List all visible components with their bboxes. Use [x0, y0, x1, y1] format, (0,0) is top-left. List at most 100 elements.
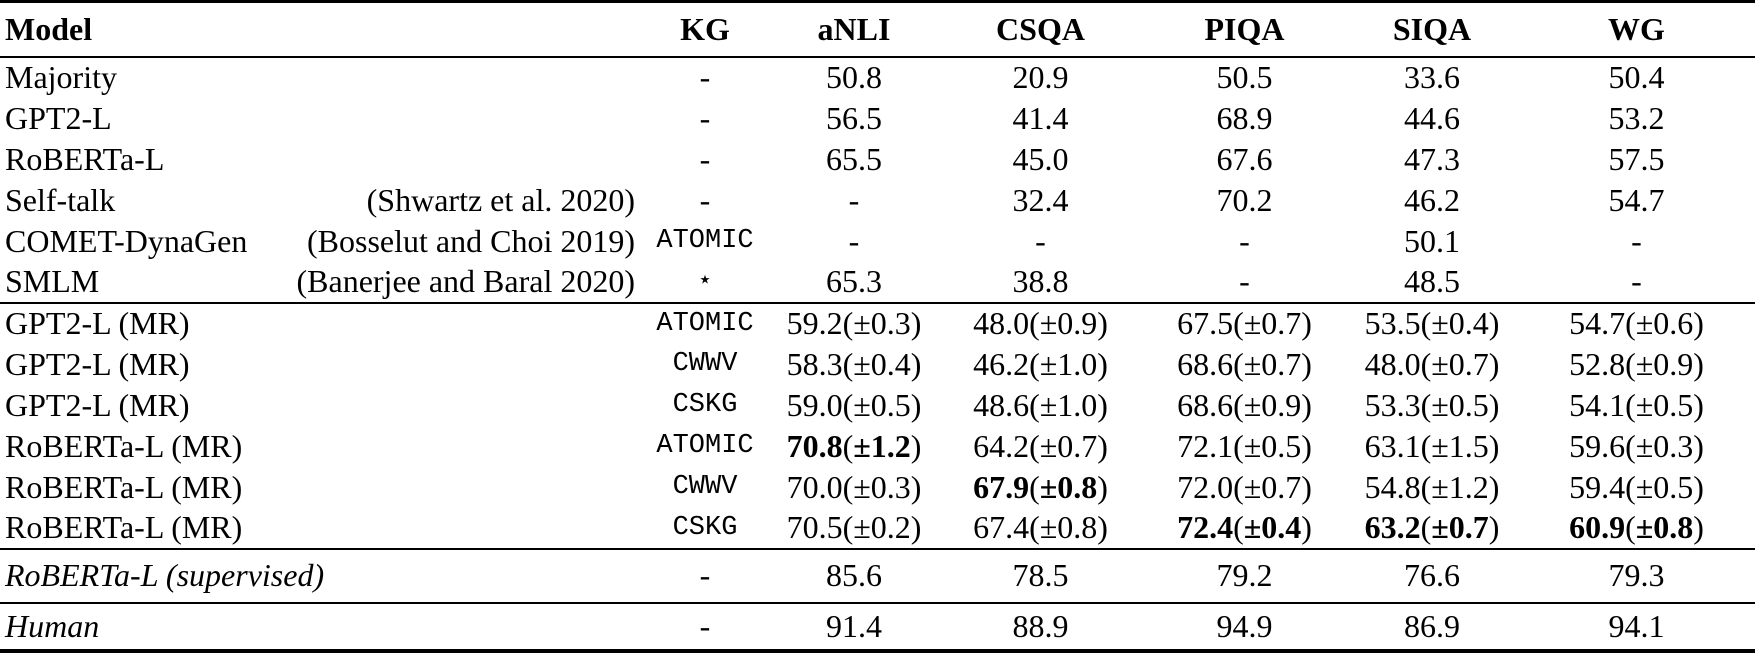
- model-wrap: SMLM (Banerjee and Baral 2020): [5, 263, 635, 300]
- score-value: 72.0: [1177, 468, 1234, 505]
- score-cell: 41.4: [1012, 99, 1069, 136]
- score-cell: 64.2(±0.7): [973, 427, 1108, 464]
- score-std: ±1.0: [1039, 386, 1098, 423]
- table-row: RoBERTa-L (MR) CWWV 70.0(±0.3) 67.9(±0.8) 72…: [0, 467, 1755, 508]
- score-cell: 59.2(±0.3): [770, 301, 938, 344]
- score-std: ±0.5: [1635, 468, 1694, 505]
- col-header-anli: aNLI: [770, 1, 938, 58]
- score-std: ±0.7: [1243, 345, 1302, 382]
- score-value: 68.6: [1177, 345, 1234, 382]
- score-cell: 67.9(±0.8): [973, 468, 1108, 505]
- model-wrap: GPT2-L (MR): [5, 387, 635, 424]
- score-cell: -: [848, 181, 860, 218]
- score-cell: 48.6(±1.0): [973, 386, 1108, 423]
- kg-cell: CWWV: [672, 349, 738, 379]
- table-row: GPT2-L - 56.5 41.4 68.9 44.6 53.2: [0, 98, 1755, 139]
- score-std: ±0.5: [1431, 386, 1489, 423]
- kg-cell: ⋆: [696, 268, 714, 298]
- model-name: Self-talk: [5, 181, 116, 218]
- score-std: ±0.6: [1635, 305, 1694, 341]
- col-header-wg: WG: [1518, 1, 1755, 58]
- score-cell: 50.1: [1404, 222, 1460, 259]
- score-cell: 63.1(±1.5): [1364, 427, 1500, 464]
- model-wrap: GPT2-L: [5, 100, 635, 137]
- table-row: Majority -50.8 20.9 50.5 33.6 50.4: [0, 55, 1755, 98]
- table-row: Human -91.4 88.9 94.9 86.9 94.1: [0, 601, 1755, 651]
- score-cell: -: [1631, 263, 1642, 299]
- kg-cell: ATOMIC: [656, 431, 754, 461]
- score-cell: 20.9: [938, 55, 1143, 98]
- table-row: RoBERTa-L (supervised) -85.6 78.5 79.2 76.6 7…: [0, 547, 1755, 603]
- table-row: COMET-DynaGen (Bosselut and Choi 2019) ATO…: [0, 221, 1755, 262]
- score-value: 72.4: [1177, 509, 1234, 545]
- score-std: ±0.7: [1431, 345, 1489, 382]
- score-cell: 50.5: [1143, 55, 1346, 98]
- model-name: GPT2-L (MR): [5, 345, 190, 382]
- kg-cell: -: [640, 55, 770, 98]
- score-value: 58.3: [786, 345, 843, 382]
- score-cell: 91.4: [770, 601, 938, 651]
- score-cell: 79.3: [1518, 547, 1755, 603]
- score-value: 63.1: [1364, 427, 1421, 464]
- model-wrap: COMET-DynaGen (Bosselut and Choi 2019): [5, 223, 635, 260]
- score-cell: 46.2: [1404, 181, 1460, 218]
- table-row: Self-talk (Shwartz et al. 2020) - - 32.4 70.2…: [0, 180, 1755, 221]
- score-std: ±0.5: [1635, 386, 1694, 423]
- col-header-siqa: SIQA: [1346, 1, 1518, 58]
- score-cell: 47.3: [1404, 140, 1460, 177]
- kg-cell: CSKG: [672, 390, 738, 420]
- score-cell: -: [848, 222, 860, 259]
- score-cell: 48.5: [1404, 263, 1460, 299]
- score-cell: 60.9(±0.8): [1569, 509, 1704, 545]
- model-cell: RoBERTa-L: [0, 139, 640, 180]
- score-cell: 48.0(±0.9): [938, 301, 1143, 344]
- kg-cell: -: [640, 601, 770, 651]
- model-name: Human: [5, 607, 100, 644]
- score-cell: 54.7: [1608, 181, 1665, 218]
- model-wrap: RoBERTa-L (supervised): [5, 557, 635, 594]
- score-cell: 56.5: [826, 99, 882, 136]
- model-wrap: Human: [5, 608, 635, 645]
- model-cell: SMLM (Banerjee and Baral 2020): [0, 262, 640, 303]
- score-cell: 68.6(±0.9): [1177, 386, 1312, 423]
- score-cell: 88.9: [938, 601, 1143, 651]
- model-name: COMET-DynaGen: [5, 222, 248, 259]
- table-row: RoBERTa-L - 65.5 45.0 67.6 47.3 57.5: [0, 139, 1755, 180]
- score-cell: 78.5: [938, 547, 1143, 603]
- score-std: ±0.4: [853, 345, 911, 382]
- score-value: 53.3: [1364, 386, 1421, 423]
- score-cell: 52.8(±0.9): [1569, 345, 1704, 382]
- model-cell: Majority: [0, 55, 640, 98]
- col-header-kg: KG: [640, 1, 770, 58]
- col-header-piqa: PIQA: [1143, 1, 1346, 58]
- score-cell: 65.3: [826, 263, 882, 299]
- model-wrap: Self-talk (Shwartz et al. 2020): [5, 182, 635, 219]
- score-std: ±1.5: [1431, 427, 1489, 464]
- kg-cell: CWWV: [672, 472, 738, 502]
- score-cell: 58.3(±0.4): [786, 345, 922, 382]
- score-value: 59.2: [786, 305, 843, 341]
- score-cell: -: [1035, 222, 1046, 259]
- score-cell: 54.8(±1.2): [1364, 468, 1500, 505]
- model-wrap: Majority: [5, 59, 635, 96]
- model-citation: (Shwartz et al. 2020): [366, 181, 635, 218]
- table-row: RoBERTa-L (MR) CSKG 70.5(±0.2) 67.4(±0.8) 72…: [0, 508, 1755, 549]
- score-cell: 76.6: [1346, 547, 1518, 603]
- score-std: ±1.0: [1039, 345, 1098, 382]
- kg-cell: -: [699, 140, 711, 177]
- model-cell: GPT2-L (MR): [0, 344, 640, 385]
- score-value: 54.8: [1364, 468, 1421, 505]
- score-cell: 32.4: [1012, 181, 1069, 218]
- model-citation: (Banerjee and Baral 2020): [296, 263, 635, 299]
- score-std: ±0.3: [1635, 427, 1694, 464]
- score-std: ±0.9: [1039, 305, 1098, 341]
- score-cell: 54.7(±0.6): [1518, 301, 1755, 344]
- score-value: 64.2: [973, 427, 1030, 464]
- score-cell: 48.0(±0.7): [1364, 345, 1500, 382]
- header-row: Model KG aNLI CSQA PIQA SIQA WG: [0, 1, 1755, 58]
- model-wrap: GPT2-L (MR): [5, 305, 635, 342]
- model-cell: GPT2-L (MR): [0, 385, 640, 426]
- score-value: 70.8: [786, 427, 843, 464]
- score-cell: 53.5(±0.4): [1346, 301, 1518, 344]
